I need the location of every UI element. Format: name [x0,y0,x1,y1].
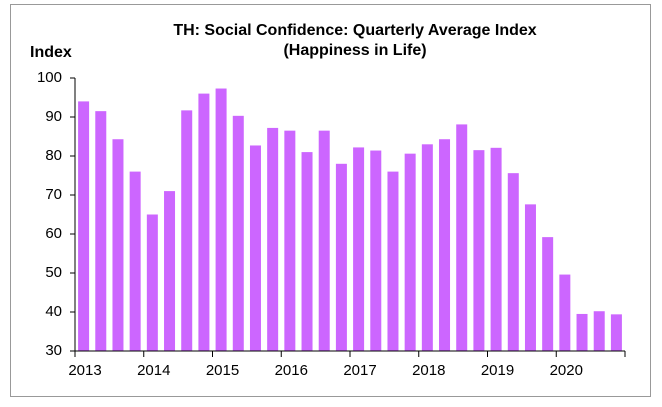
bar [232,115,244,351]
bar [593,311,605,351]
y-tick-label: 100 [37,69,62,86]
bar [473,150,485,351]
x-tick-label: 2019 [481,362,514,379]
y-tick-label: 30 [45,342,62,359]
y-tick-label: 90 [45,108,62,125]
bar [559,274,571,351]
bar [387,171,399,351]
bar [112,139,124,351]
bar [439,139,451,351]
bar [129,171,141,351]
y-tick-label: 40 [45,303,62,320]
bar [335,163,347,351]
y-tick-label: 70 [45,186,62,203]
bar [267,127,279,351]
bar [318,130,330,351]
x-tick-label: 2015 [206,362,239,379]
bar [370,150,382,351]
y-tick-label: 60 [45,225,62,242]
chart-frame [10,4,651,397]
bar [215,88,227,351]
x-tick-label: 2014 [137,362,170,379]
bar [610,314,622,351]
bar [353,147,365,351]
chart-subtitle: (Happiness in Life) [283,42,426,59]
bar [490,147,502,351]
bar [95,111,107,352]
bar [198,93,210,351]
bar [146,214,158,351]
bar [456,124,468,351]
x-tick-label: 2018 [412,362,445,379]
x-tick-label: 2017 [343,362,376,379]
bar [78,101,90,352]
bar [164,191,176,351]
bar [249,145,261,351]
y-axis-label: Index [30,44,72,61]
bar [284,130,296,351]
y-tick-label: 80 [45,147,62,164]
bar [524,204,536,351]
bar [576,313,588,351]
bar [542,237,554,351]
bar [507,173,519,351]
chart-title: TH: Social Confidence: Quarterly Average… [173,22,536,39]
x-tick-label: 2013 [68,362,101,379]
x-tick-label: 2020 [550,362,583,379]
y-tick-label: 50 [45,264,62,281]
x-tick-label: 2016 [275,362,308,379]
bar [421,144,433,351]
bar [404,153,416,351]
bar [301,152,313,351]
bar [181,110,193,352]
